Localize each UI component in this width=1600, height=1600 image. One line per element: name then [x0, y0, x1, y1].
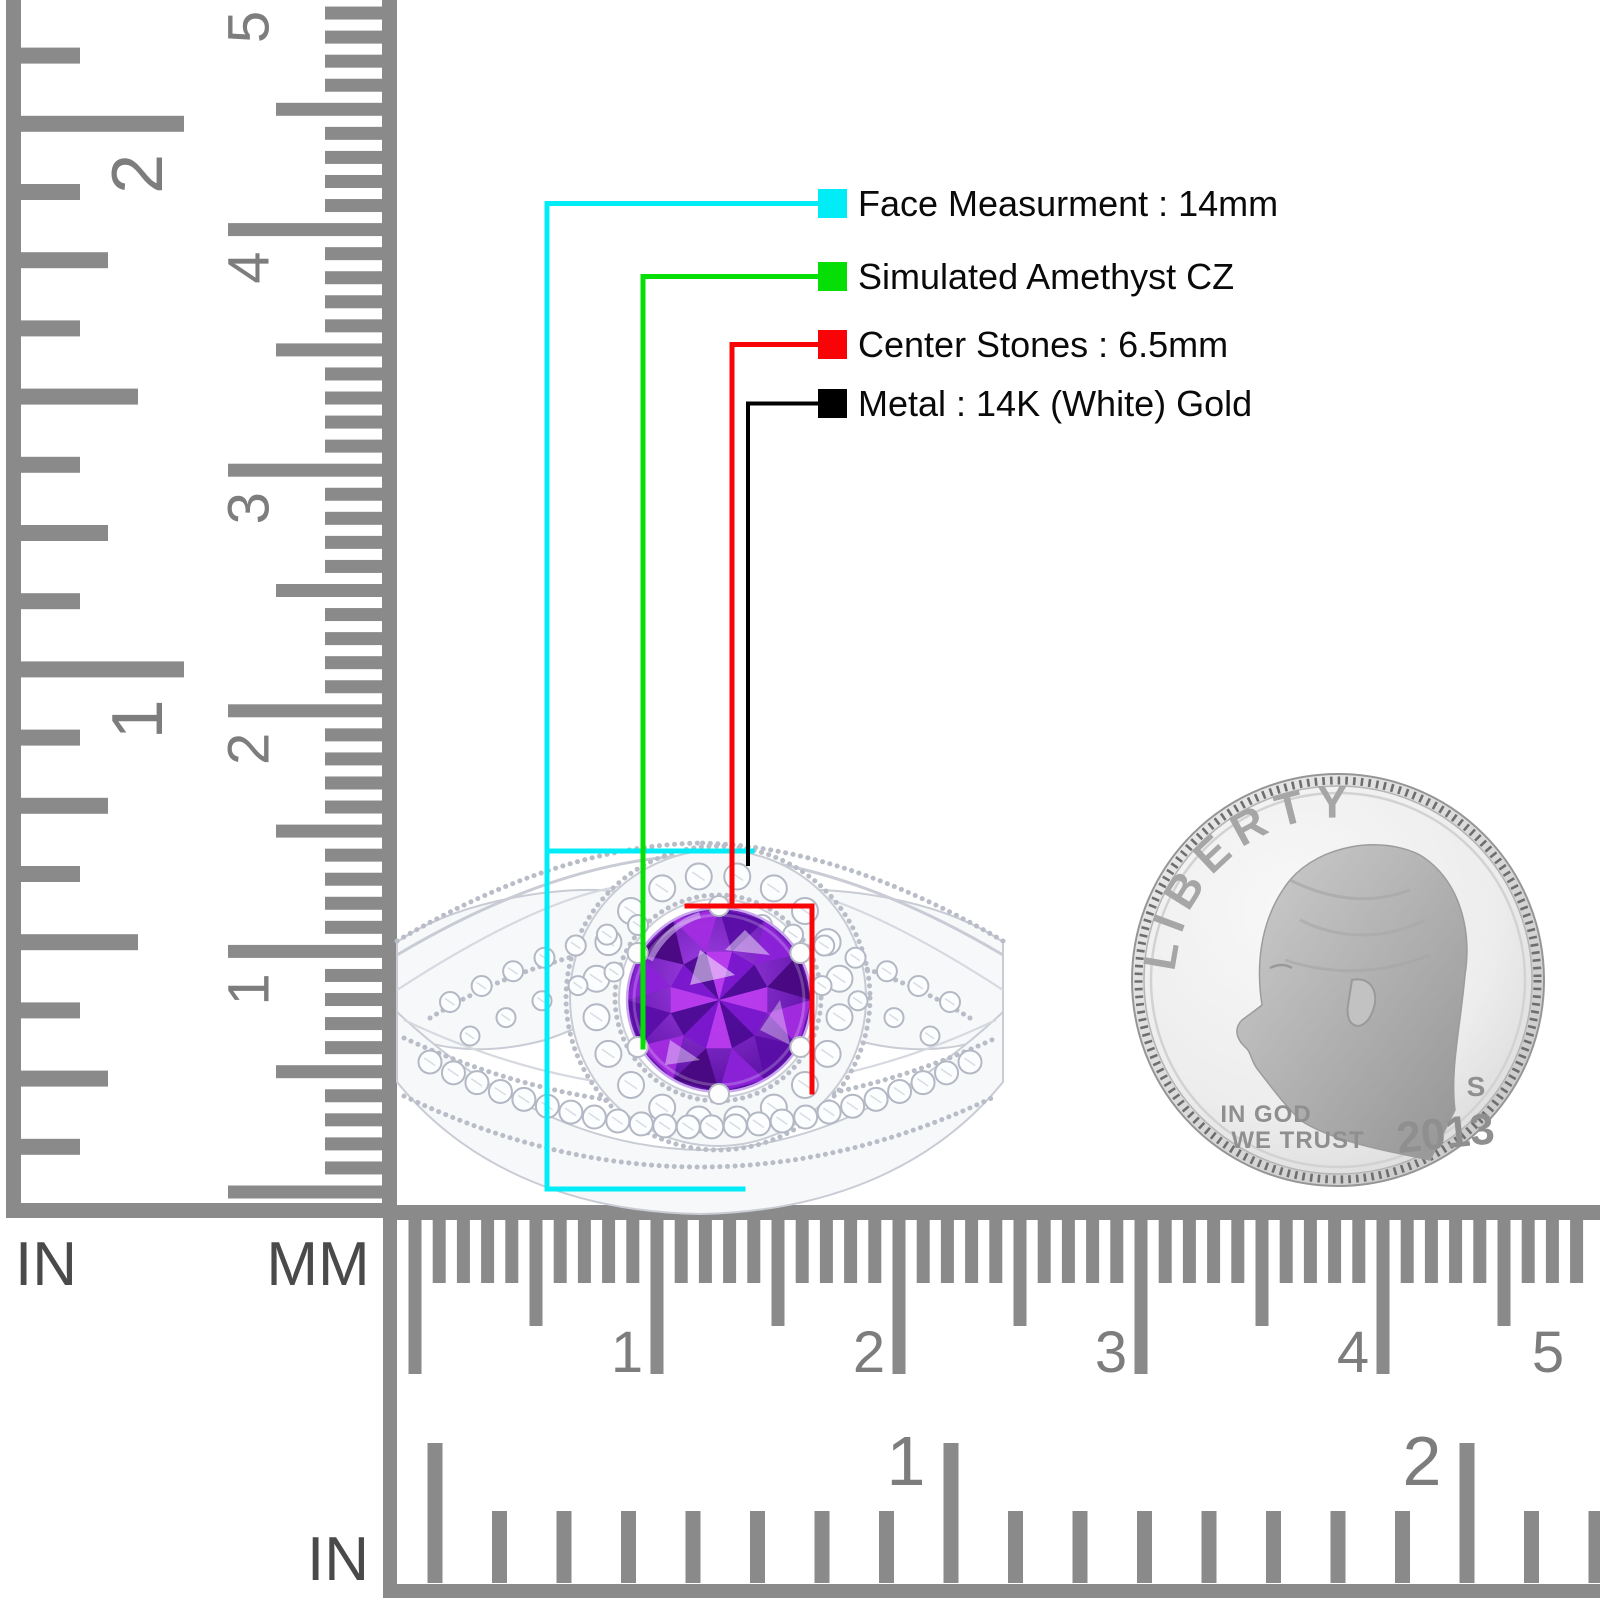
ruler-number: 5 — [1532, 1320, 1564, 1385]
ruler-number: 1 — [216, 973, 281, 1005]
coin-reeded-edge — [1134, 776, 1542, 1184]
ruler-number: 4 — [216, 251, 281, 283]
ruler-number: 1 — [611, 1320, 643, 1385]
ruler-number: 3 — [216, 492, 281, 524]
ruler-number: 5 — [216, 11, 281, 43]
legend-swatch-center-stone — [818, 330, 847, 359]
legend-label-center-stone: Center Stones : 6.5mm — [858, 324, 1228, 365]
coin-year: 2013 — [1394, 1104, 1496, 1163]
ruler-ticks — [6, 6, 1600, 1583]
bottom-inch-ruler-label: IN — [307, 1525, 369, 1594]
left-inch-ruler-label: IN — [15, 1230, 77, 1299]
legend-swatch-face-measurement — [818, 189, 847, 218]
ruler-number: 4 — [1337, 1320, 1369, 1385]
metal-line — [746, 401, 820, 866]
coin-mint-mark: S — [1467, 1071, 1486, 1102]
legend-label-metal: Metal : 14K (White) Gold — [858, 383, 1252, 424]
ruler-number: 1 — [98, 699, 178, 739]
center-stone-line — [729, 342, 821, 909]
legend-label-simulated-stone: Simulated Amethyst CZ — [858, 256, 1234, 297]
ruler-number: 2 — [216, 733, 281, 765]
bottom-mm-ruler-baseline — [383, 1205, 1600, 1220]
left-rulers-baseline — [6, 1203, 397, 1218]
legend-label-face-measurement: Face Measurment : 14mm — [858, 183, 1278, 224]
measurement-callouts: Face Measurment : 14mm Simulated Amethys… — [544, 183, 1278, 1192]
ruler-number: 3 — [1095, 1320, 1127, 1385]
ruler-number: 2 — [98, 154, 178, 194]
ruler-number: 2 — [853, 1320, 885, 1385]
ruler-number: 2 — [1403, 1422, 1442, 1500]
face-measurement-line — [544, 201, 821, 1192]
amethyst-center-stone — [625, 906, 813, 1094]
coin-motto-line1: IN GOD — [1220, 1101, 1311, 1128]
ring-photo — [394, 840, 1006, 1216]
center-stone-bracket — [684, 903, 815, 1095]
legend-swatch-simulated-stone — [818, 262, 847, 291]
left-mm-ruler-edge — [382, 0, 397, 1215]
simulated-stone-line — [640, 274, 821, 1050]
left-mm-ruler-label: MM — [266, 1230, 369, 1299]
pave-diamonds — [417, 862, 983, 1140]
dime-coin: LIBERTY IN GOD WE TRUST S 2013 — [1131, 773, 1545, 1187]
coin-motto-line2: WE TRUST — [1231, 1127, 1364, 1154]
bottom-rulers-edge — [383, 1205, 397, 1598]
bottom-inch-ruler-baseline — [383, 1584, 1600, 1598]
ruler-number: 1 — [887, 1422, 926, 1500]
legend-swatch-metal — [818, 389, 847, 418]
roosevelt-portrait — [1236, 844, 1468, 1161]
